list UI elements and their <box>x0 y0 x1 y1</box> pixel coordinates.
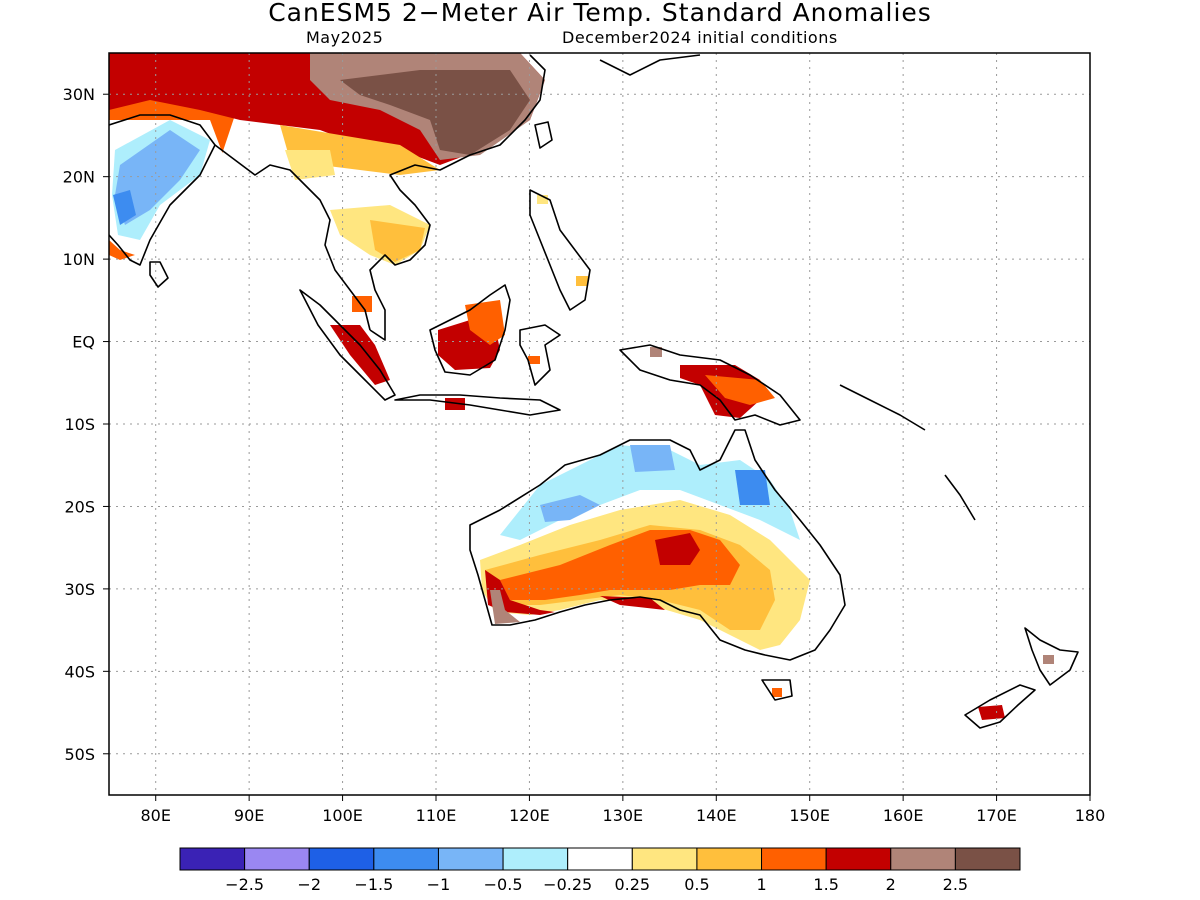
anomaly-australia-central-hot <box>655 533 700 565</box>
lat-tick-label: 40S <box>64 662 95 681</box>
longitude-axis: 80E 90E 100E 110E 120E 130E 140E 150E 160E 170E 18… <box>140 795 1105 825</box>
lon-tick-label: 140E <box>696 806 737 825</box>
lon-tick-label: 100E <box>322 806 363 825</box>
lon-tick-label: 150E <box>789 806 830 825</box>
coastline-borneo <box>429 284 511 376</box>
anomaly-china-max <box>340 70 530 155</box>
colorbar-swatch <box>696 847 763 871</box>
anomaly-india-cold-spot <box>113 190 136 225</box>
coastline-new-guinea <box>619 344 801 426</box>
lon-tick-label: 80E <box>140 806 170 825</box>
anomaly-indochina-warm <box>370 220 425 262</box>
coastline-taiwan <box>534 121 553 149</box>
anomaly-wa-extreme <box>490 590 520 624</box>
coastline-nz-north <box>1024 627 1079 686</box>
colorbar-label: −1 <box>427 875 451 894</box>
lat-tick-label: 20N <box>63 168 95 187</box>
anomaly-borneo-warm <box>465 300 505 345</box>
coastline-vanuatu <box>944 474 976 521</box>
anomaly-png-warm <box>705 375 775 405</box>
colorbar-swatch <box>437 847 504 871</box>
colorbar-swatch <box>890 847 956 871</box>
anomaly-malaya-warm <box>352 296 372 312</box>
colorbar-swatch <box>244 847 310 871</box>
coastline-india <box>109 114 216 266</box>
lon-tick-label: 130E <box>603 806 644 825</box>
latitude-axis: 30N 20N 10N EQ 10S 20S 30S 40S 50S <box>63 85 109 764</box>
lat-tick-label: 10N <box>63 250 95 269</box>
lon-tick-label: 160E <box>883 806 924 825</box>
anomaly-nz-hot <box>978 705 1005 720</box>
colorbar-label: −2 <box>297 875 321 894</box>
colorbar-swatch <box>825 847 892 871</box>
colorbar-label: 2.5 <box>943 875 968 894</box>
anomaly-tasmania-warm <box>772 688 782 697</box>
lon-tick-label: 120E <box>509 806 550 825</box>
coastline-nz-south <box>964 684 1036 729</box>
colorbar-swatch <box>308 847 375 871</box>
anomaly-mindanao-warm <box>576 276 588 286</box>
anomaly-india-cooler <box>115 130 200 225</box>
colorbar-label: −0.25 <box>543 875 592 894</box>
colorbar-swatch <box>631 847 698 871</box>
initial-conditions: December2024 initial conditions <box>562 28 838 47</box>
lon-tick-label: 110E <box>416 806 457 825</box>
coastline-philippines <box>529 189 591 311</box>
lat-tick-label: 10S <box>64 415 95 434</box>
coastline-java <box>394 394 561 416</box>
anomaly-shading <box>109 53 1054 720</box>
colorbar-label: 2 <box>886 875 896 894</box>
colorbar-swatch <box>567 847 633 871</box>
anomaly-yunnan-mild <box>285 150 335 180</box>
colorbar-label: 1.5 <box>813 875 838 894</box>
colorbar: −2.5 −2 −1.5 −1 −0.5 −0.25 0.25 0.5 1 1.5 2 2.5 <box>179 847 1021 894</box>
lat-tick-label: 50S <box>64 745 95 764</box>
anomaly-qld-cool-a <box>630 445 675 472</box>
anomaly-png-extreme <box>650 347 662 357</box>
coastline-sulawesi <box>519 324 561 386</box>
lon-tick-label: 180 <box>1075 806 1106 825</box>
lon-tick-label: 90E <box>234 806 264 825</box>
forecast-month: May2025 <box>306 28 384 47</box>
coastline-japan <box>599 54 701 76</box>
map-title: CanESM5 2−Meter Air Temp. Standard Anoma… <box>268 0 932 27</box>
coastline-malay-peninsula <box>369 54 546 341</box>
anomaly-australia-north-cool <box>500 445 800 540</box>
anomaly-australia-north-cooler <box>540 495 600 522</box>
coastline-australia <box>469 429 846 661</box>
colorbar-swatch <box>761 847 827 871</box>
anomaly-nz-extreme <box>1043 655 1054 664</box>
lat-tick-label: 30N <box>63 85 95 104</box>
coastline-tasmania <box>761 679 793 701</box>
colorbar-swatch <box>179 847 246 871</box>
colorbar-swatch <box>502 847 569 871</box>
anomaly-sumatra-hot <box>330 325 390 385</box>
graticule <box>109 53 1090 795</box>
colorbar-label: −0.5 <box>484 875 523 894</box>
colorbar-swatch <box>373 847 439 871</box>
lon-tick-label: 170E <box>976 806 1017 825</box>
lat-tick-label: 30S <box>64 580 95 599</box>
colorbar-label: 0.25 <box>614 875 650 894</box>
coastline-sri-lanka <box>149 261 169 288</box>
colorbar-label: −2.5 <box>225 875 264 894</box>
coastlines <box>109 54 1079 729</box>
colorbar-label: 1 <box>756 875 766 894</box>
lat-tick-label: 20S <box>64 497 95 516</box>
coastline-bay-of-bengal <box>214 144 371 331</box>
colorbar-swatch <box>954 847 1021 871</box>
coastline-solomon-islands <box>839 384 926 431</box>
colorbar-label: −1.5 <box>354 875 393 894</box>
anomaly-java-hot <box>445 398 465 410</box>
lat-tick-label: EQ <box>72 333 95 352</box>
colorbar-label: 0.5 <box>684 875 709 894</box>
anomaly-sulawesi-warm <box>528 356 540 364</box>
anomaly-qld-cool-b <box>735 470 770 505</box>
coastline-sumatra <box>299 289 396 401</box>
